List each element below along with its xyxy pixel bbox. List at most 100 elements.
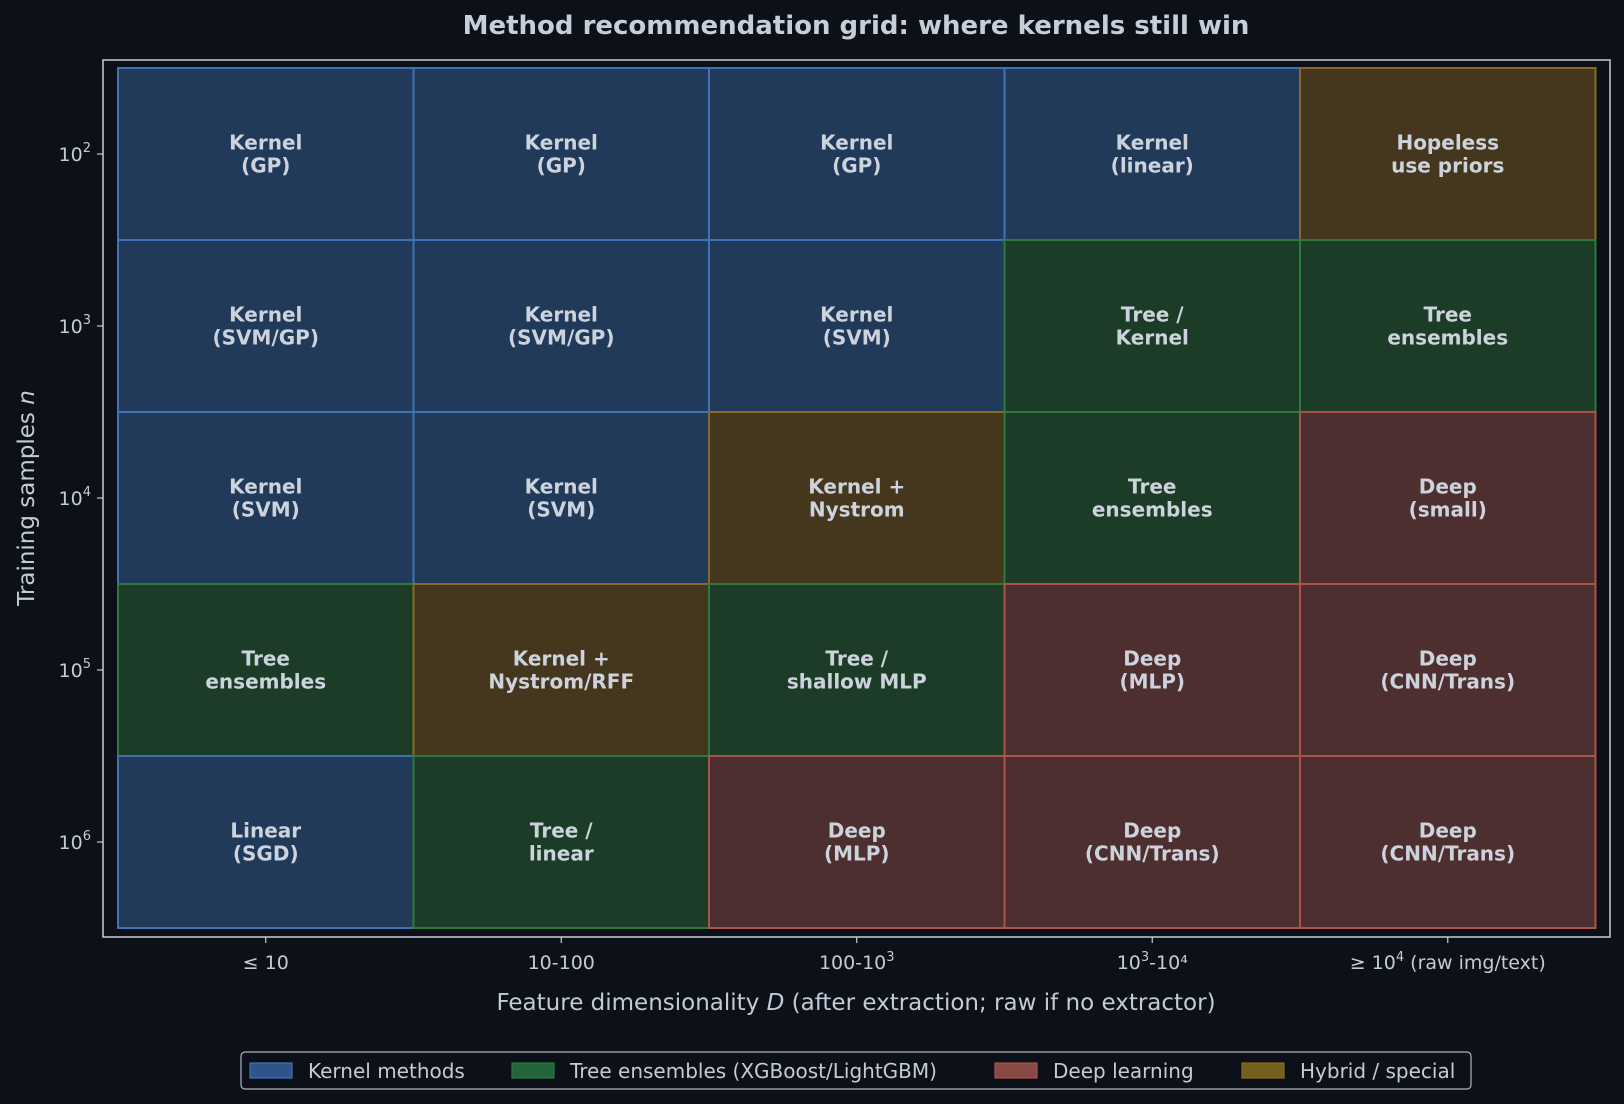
cell-label: Kernel (GP) [820, 131, 893, 178]
cell-kernel-rect [117, 755, 415, 929]
cell-label-line: (MLP) [1119, 670, 1185, 694]
legend-entry: Hybrid / special [1241, 1059, 1455, 1083]
y-tick-label: 103 [59, 313, 91, 338]
cell-label: Kernel (linear) [1111, 131, 1194, 178]
grid-cell: Deep (MLP) [708, 755, 1006, 929]
cell-label-line: Deep [1123, 819, 1181, 843]
cell-label: Deep (CNN/Trans) [1380, 647, 1515, 694]
cell-kernel-rect [117, 67, 415, 241]
cell-label-line: Kernel [525, 303, 598, 327]
x-axis-title: Feature dimensionality D (after extracti… [496, 990, 1215, 1016]
grid-cell: Tree ensembles [1299, 239, 1597, 413]
cell-label-line: use priors [1391, 154, 1504, 178]
legend-label: Tree ensembles (XGBoost/LightGBM) [569, 1059, 937, 1083]
cell-label-line: (SVM) [232, 498, 300, 522]
x-tick-label: ≥ 104 (raw img/text) [1350, 950, 1546, 974]
y-axis-title: Training samples n [14, 390, 40, 607]
legend-frame [240, 1051, 1472, 1090]
grid-cell: Linear (SGD) [117, 755, 415, 929]
cell-label: Kernel (SVM/GP) [508, 303, 614, 350]
cell-label-line: Kernel [820, 131, 893, 155]
cell-label-line: Tree [242, 647, 290, 671]
legend-label: Kernel methods [308, 1059, 465, 1083]
cell-deep-rect [1299, 583, 1597, 757]
cell-label-line: Deep [1419, 475, 1477, 499]
grid-cell: Deep (CNN/Trans) [1003, 755, 1301, 929]
x-tick-label: 103-10⁴ [1117, 950, 1189, 974]
grid-cells: Kernel (GP)Kernel (GP)Kernel (GP)Kernel (lin… [117, 67, 1597, 929]
cell-label: Hopeless use priors [1391, 131, 1504, 178]
cell-label: Deep (small) [1409, 475, 1487, 522]
y-tick-base: 10 [59, 316, 83, 338]
cell-label-line: (SVM/GP) [508, 326, 614, 350]
cell-label-line: (linear) [1111, 154, 1194, 178]
grid-cell: Kernel (SVM) [117, 411, 415, 585]
cell-label-line: (SVM) [527, 498, 595, 522]
x-tick-sup: 4 [1396, 950, 1404, 965]
cell-label-line: (CNN/Trans) [1380, 670, 1515, 694]
cell-tree-rect [412, 755, 710, 929]
cell-label-line: Kernel [229, 303, 302, 327]
cell-label: Kernel + Nystrom [808, 475, 905, 522]
grid-cell: Tree / linear [412, 755, 710, 929]
cell-label: Kernel (GP) [229, 131, 302, 178]
cell-label: Deep (CNN/Trans) [1085, 819, 1220, 866]
y-tick-sup: 6 [83, 829, 91, 844]
cell-label-line: Deep [828, 819, 886, 843]
cell-label-line: Kernel [820, 303, 893, 327]
legend-entry: Deep learning [994, 1059, 1194, 1083]
grid-cell: Hopeless use priors [1299, 67, 1597, 241]
y-tick-base: 10 [59, 144, 83, 166]
x-tick-sup: 3 [886, 950, 894, 965]
cell-label-line: (GP) [537, 154, 586, 178]
y-tick-base: 10 [59, 832, 83, 854]
cell-label-line: shallow MLP [787, 670, 927, 694]
cell-label-line: Nystrom/RFF [488, 670, 634, 694]
y-tick-base: 10 [59, 660, 83, 682]
cell-label-line: Deep [1123, 647, 1181, 671]
cell-label: Tree ensembles [1092, 475, 1213, 522]
grid-cell: Kernel + Nystrom/RFF [412, 583, 710, 757]
cell-hybrid-rect [1299, 67, 1597, 241]
cell-label: Deep (CNN/Trans) [1380, 819, 1515, 866]
x-tick-base: 100-10 [819, 952, 886, 974]
y-tick-base: 10 [59, 488, 83, 510]
cell-label: Kernel (SVM/GP) [213, 303, 319, 350]
legend-swatch [994, 1062, 1038, 1079]
cell-hybrid-rect [708, 411, 1006, 585]
x-tick-sup: 3 [1141, 950, 1149, 965]
legend-swatch [1241, 1062, 1285, 1079]
x-axis-title-prefix: Feature dimensionality [496, 990, 766, 1016]
grid-cell: Kernel (SVM) [708, 239, 1006, 413]
grid-cell: Deep (small) [1299, 411, 1597, 585]
grid-cell: Kernel + Nystrom [708, 411, 1006, 585]
cell-tree-rect [117, 583, 415, 757]
legend-swatch [511, 1062, 555, 1079]
cell-label-line: Kernel + [513, 647, 610, 671]
y-tick-sup: 2 [83, 141, 91, 156]
grid-cell: Deep (CNN/Trans) [1299, 755, 1597, 929]
cell-label-line: Tree / [1121, 303, 1184, 327]
grid-cell: Kernel (SVM) [412, 411, 710, 585]
legend-label: Deep learning [1053, 1059, 1194, 1083]
y-tick-sup: 3 [83, 313, 91, 328]
y-tick-sup: 4 [83, 485, 91, 500]
cell-label-line: ensembles [205, 670, 326, 694]
cell-label: Deep (MLP) [1119, 647, 1185, 694]
cell-deep-rect [1299, 755, 1597, 929]
cell-label: Tree ensembles [205, 647, 326, 694]
y-tick-label: 106 [59, 829, 91, 854]
cell-label-line: Kernel [229, 131, 302, 155]
cell-label: Linear (SGD) [230, 819, 301, 866]
cell-tree-rect [1003, 411, 1301, 585]
cell-label-line: ensembles [1092, 498, 1213, 522]
cell-label: Kernel + Nystrom/RFF [488, 647, 634, 694]
cell-label: Tree / linear [529, 819, 594, 866]
cell-label-line: Hopeless [1396, 131, 1499, 155]
cell-label-line: (SVM/GP) [213, 326, 319, 350]
y-tick-label: 102 [59, 141, 91, 166]
cell-label: Tree / Kernel [1116, 303, 1189, 350]
grid-cell: Kernel (SVM/GP) [412, 239, 710, 413]
cell-label-line: Kernel [1116, 131, 1189, 155]
cell-label-line: Kernel [525, 475, 598, 499]
